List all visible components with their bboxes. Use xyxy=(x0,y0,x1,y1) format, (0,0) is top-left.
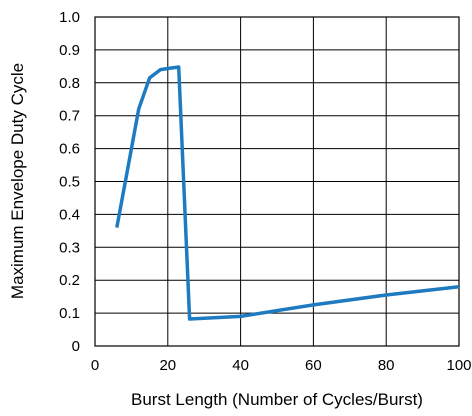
y-tick-label: 0.8 xyxy=(59,75,80,92)
y-tick-label: 0 xyxy=(72,338,80,355)
y-tick-label: 0.7 xyxy=(59,108,80,125)
y-tick-label: 0.4 xyxy=(59,206,80,223)
y-tick-label: 0.5 xyxy=(59,174,80,191)
y-tick-label: 0.6 xyxy=(59,141,80,158)
x-axis-tick-labels: 0 20 40 60 80 100 xyxy=(91,357,472,374)
plot-area-frame xyxy=(94,16,460,347)
series-line xyxy=(115,65,460,321)
x-tick-label: 60 xyxy=(305,357,322,374)
x-axis-label: Burst Length (Number of Cycles/Burst) xyxy=(131,390,423,409)
y-tick-label: 0.3 xyxy=(59,239,80,256)
grid-lines xyxy=(94,16,460,347)
y-tick-label: 0.1 xyxy=(59,305,80,322)
series-layer xyxy=(115,65,460,321)
y-tick-label: 0.2 xyxy=(59,272,80,289)
x-tick-label: 100 xyxy=(446,357,471,374)
y-tick-label: 0.9 xyxy=(59,42,80,59)
x-tick-label: 0 xyxy=(91,357,99,374)
x-tick-label: 20 xyxy=(159,357,176,374)
y-axis-tick-labels: 0 0.1 0.2 0.3 0.4 0.5 0.6 0.7 0.8 0.9 1.0 xyxy=(59,9,80,355)
y-tick-label: 1.0 xyxy=(59,9,80,26)
y-axis-label: Maximum Envelope Duty Cycle xyxy=(8,63,27,299)
x-tick-label: 40 xyxy=(232,357,249,374)
x-tick-label: 80 xyxy=(378,357,395,374)
